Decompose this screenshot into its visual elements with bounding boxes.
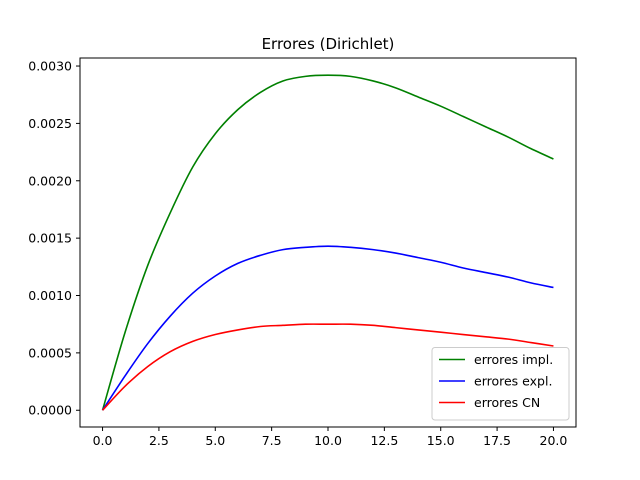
legend: errores impl. errores expl. errores CN [431, 347, 570, 421]
x-tick-label: 7.5 [262, 433, 282, 448]
y-tick-label: 0.0020 [28, 173, 72, 188]
legend-label-1: errores impl. [474, 352, 553, 367]
series-layer [101, 74, 554, 411]
series-line-1 [101, 74, 554, 411]
x-tick-label: 20.0 [540, 433, 568, 448]
y-tick-label: 0.0015 [28, 231, 72, 246]
x-tick-label: 12.5 [370, 433, 398, 448]
legend-box [431, 347, 570, 421]
y-tick-label: 0.0030 [28, 59, 72, 74]
series-line-3 [101, 323, 554, 411]
y-axis: 0.0000 0.0005 0.0010 0.0015 0.0020 0.0025 0.00… [28, 59, 80, 418]
legend-label-3: errores CN [474, 395, 540, 410]
x-axis: 0.0 2.5 5.0 7.5 10.0 12.5 15.0 17.5 20.0 [93, 427, 568, 448]
series-line-2 [101, 245, 554, 411]
x-tick-label: 5.0 [205, 433, 225, 448]
x-tick-label: 0.0 [93, 433, 113, 448]
y-tick-label: 0.0025 [28, 116, 72, 131]
x-tick-label: 17.5 [483, 433, 511, 448]
y-tick-label: 0.0010 [28, 288, 72, 303]
x-tick-label: 2.5 [149, 433, 169, 448]
x-tick-label: 10.0 [314, 433, 342, 448]
x-tick-label: 15.0 [427, 433, 455, 448]
chart-title: Errores (Dirichlet) [262, 35, 395, 53]
y-tick-label: 0.0000 [28, 403, 72, 418]
y-tick-label: 0.0005 [28, 345, 72, 360]
legend-label-2: errores expl. [474, 374, 552, 389]
